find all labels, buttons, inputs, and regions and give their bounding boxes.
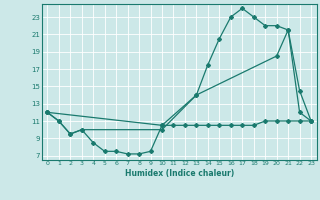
X-axis label: Humidex (Indice chaleur): Humidex (Indice chaleur) [124, 169, 234, 178]
